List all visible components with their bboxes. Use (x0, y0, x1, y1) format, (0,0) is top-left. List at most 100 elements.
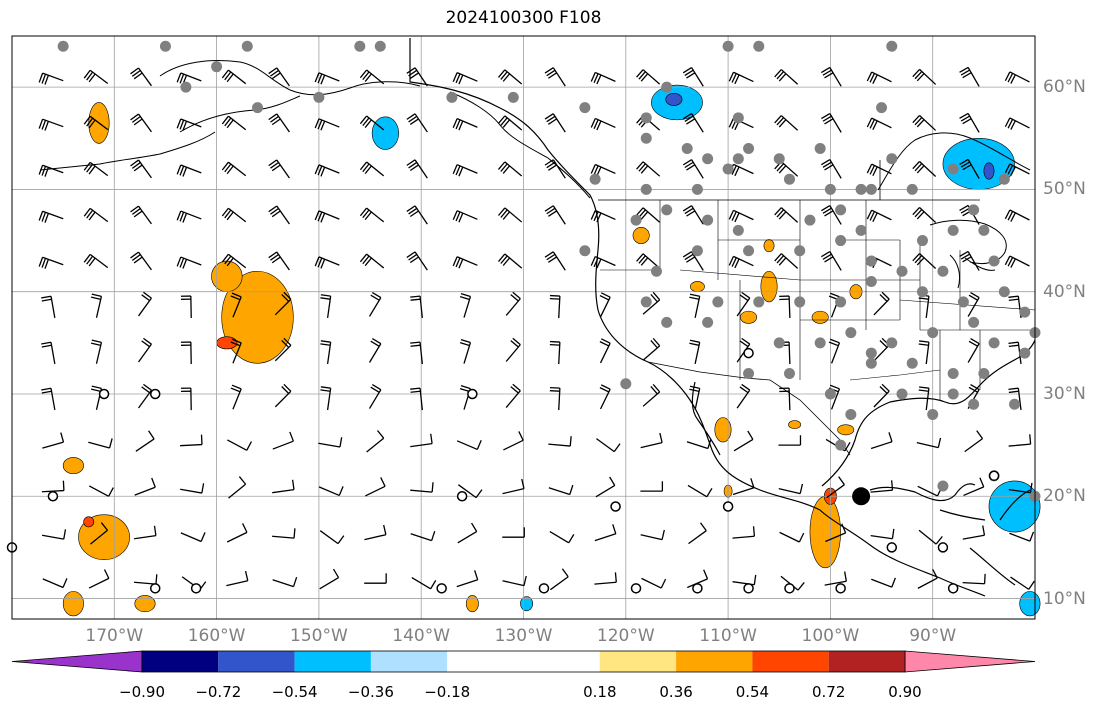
wind-barb (41, 529, 67, 540)
wind-barb (590, 71, 616, 85)
station-marker (794, 245, 806, 257)
wind-barb (406, 67, 428, 87)
wind-barb (452, 118, 478, 131)
station-marker (712, 296, 724, 308)
wind-barb (502, 575, 527, 587)
station-marker (640, 183, 652, 195)
lat-label: 20°N (1043, 486, 1086, 507)
colorbar (11, 650, 1036, 673)
anomaly-region-15 (1019, 591, 1041, 617)
colorbar-frame (141, 650, 906, 673)
anomaly-region-22 (811, 310, 829, 324)
station-marker (702, 153, 714, 165)
wind-barb (599, 292, 611, 318)
wind-barb (821, 158, 842, 179)
wind-barb (505, 291, 521, 316)
wind-barb (410, 530, 436, 542)
lon-label: 130°W (494, 626, 553, 646)
wind-barb (502, 478, 525, 495)
station-marker (579, 102, 591, 114)
us-mexico-border (647, 361, 851, 456)
wind-barb (359, 115, 385, 131)
station-marker (159, 40, 171, 52)
station-marker (241, 40, 253, 52)
wind-barb (368, 337, 382, 363)
station-marker (661, 204, 673, 216)
anomaly-region-24 (714, 417, 732, 443)
station-marker (374, 40, 386, 52)
wind-barb (916, 437, 942, 449)
wind-barb (774, 253, 799, 269)
wind-barb (688, 522, 707, 545)
wind-barb (83, 207, 109, 223)
colorbar-tick-label: 0.54 (735, 683, 770, 701)
station-marker (773, 153, 785, 165)
station-marker (702, 214, 714, 226)
colorbar-extend-high (904, 650, 1036, 673)
wind-barb (180, 532, 206, 543)
wind-barb (274, 337, 292, 362)
wind-barb (497, 69, 523, 85)
wind-barb (368, 384, 382, 409)
wind-barb (821, 112, 842, 133)
wind-barb (641, 577, 667, 589)
anomaly-region-6 (83, 516, 95, 528)
wind-barb (410, 387, 423, 411)
anomaly-region-29 (788, 420, 802, 430)
wind-barb (1008, 341, 1022, 365)
anomaly-region-17 (632, 226, 650, 244)
wind-barb (137, 383, 152, 409)
wind-barb (824, 571, 847, 586)
anomaly-fill-layer (62, 84, 1041, 617)
wind-barb (871, 577, 896, 588)
wind-barb (1004, 71, 1030, 84)
wind-barb (640, 432, 663, 449)
wind-barb (549, 340, 561, 365)
wind-barb (1004, 209, 1030, 222)
wind-barb (826, 476, 845, 499)
wind-barb (359, 207, 385, 223)
colorbar-bin (676, 651, 753, 672)
station-marker (865, 275, 877, 287)
wind-barb (1008, 295, 1022, 319)
wind-barb (544, 159, 566, 179)
wind-barb (1009, 531, 1035, 542)
clear-sky-marker (98, 388, 110, 400)
wind-barb (83, 69, 109, 85)
station-marker (691, 245, 703, 257)
wind-barb (364, 524, 387, 541)
wind-barb (821, 205, 842, 225)
wind-barb (83, 253, 109, 269)
wind-barb (689, 339, 701, 364)
wind-barb (548, 436, 572, 447)
wind-barb (41, 480, 65, 493)
wind-barb (590, 163, 616, 177)
state-lines (600, 200, 1036, 400)
wind-barb (779, 295, 791, 319)
wind-barb (733, 430, 754, 452)
wind-barb (642, 291, 661, 315)
north-america-coastline (409, 38, 1036, 597)
wind-barb (1004, 163, 1030, 176)
station-marker (865, 357, 877, 369)
lat-label: 40°N (1043, 281, 1086, 302)
clear-sky-marker (743, 583, 754, 594)
anomaly-region-8 (134, 595, 156, 613)
wind-barb (230, 292, 242, 318)
wind-barb (180, 341, 192, 365)
anomaly-region-4 (62, 457, 84, 475)
wind-barb (452, 164, 478, 177)
wind-barb (221, 69, 247, 85)
clear-sky-marker (937, 542, 949, 553)
station-marker (732, 112, 744, 124)
wind-barb (38, 256, 64, 269)
station-marker (722, 40, 734, 52)
station-marker (835, 439, 847, 451)
clear-sky-marker (947, 583, 959, 594)
station-marker (998, 173, 1010, 185)
wind-barb (89, 522, 109, 545)
station-marker (630, 214, 642, 226)
station-marker (252, 102, 264, 114)
wind-barb (319, 568, 340, 590)
